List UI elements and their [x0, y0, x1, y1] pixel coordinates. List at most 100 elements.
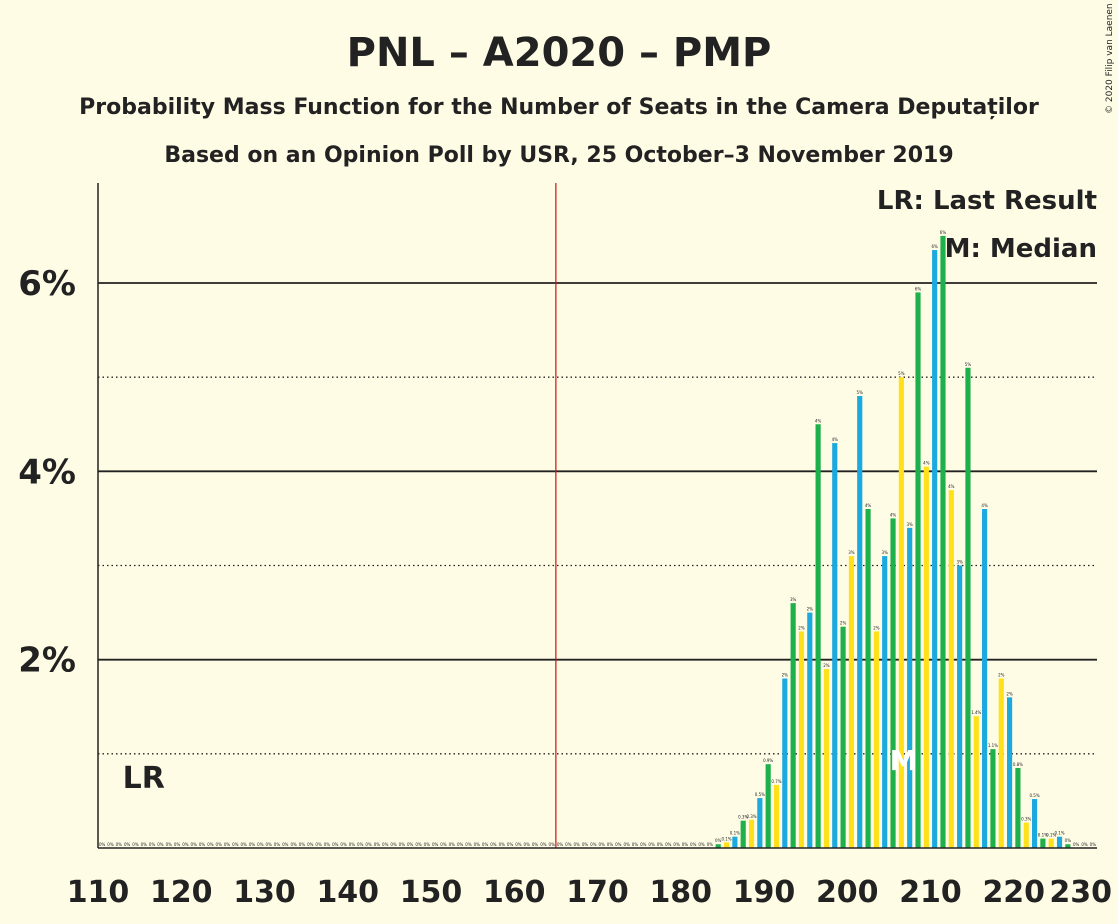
- bar-value-label: 2%: [840, 621, 847, 626]
- bar-value-label: 0%: [524, 842, 531, 847]
- bar: [957, 565, 963, 848]
- x-tick-label: 160: [483, 875, 546, 910]
- bar: [765, 764, 771, 848]
- bar-value-label: 0%: [657, 842, 664, 847]
- bar-value-label: 3%: [848, 550, 855, 555]
- bar-value-label: 0%: [182, 842, 189, 847]
- bar-value-label: 0%: [432, 842, 439, 847]
- bar-value-label: 5%: [857, 390, 864, 395]
- grid-lines: [98, 282, 1097, 755]
- bar-value-label: 0.3%: [1021, 817, 1031, 822]
- bar-value-label: 4%: [832, 437, 839, 442]
- bar-value-label: 0.1%: [1054, 831, 1064, 836]
- bar-value-label: 0%: [1073, 842, 1080, 847]
- bar: [832, 443, 838, 848]
- bar-value-label: 0%: [390, 842, 397, 847]
- bar: [790, 603, 796, 848]
- bar: [898, 377, 904, 848]
- bar: [1056, 836, 1063, 848]
- chart-title: PNL – A2020 – PMP: [347, 30, 772, 76]
- bar-value-label: 0%: [557, 842, 564, 847]
- bar-value-label: 0%: [673, 842, 680, 847]
- bar: [865, 509, 871, 848]
- bar: [798, 631, 805, 848]
- x-tick-label: 210: [899, 875, 962, 910]
- bar-value-label: 2%: [798, 625, 805, 630]
- bar-value-label: 0%: [315, 842, 322, 847]
- bar-value-label: 0%: [299, 842, 306, 847]
- bar-value-label: 5%: [965, 362, 972, 367]
- bar-value-label: 3%: [907, 522, 914, 527]
- bar-value-label: 2%: [823, 663, 830, 668]
- bar-value-label: 0%: [399, 842, 406, 847]
- legend-median: M: Median: [945, 234, 1097, 264]
- bar: [823, 669, 830, 848]
- bar-value-label: 4%: [815, 418, 822, 423]
- bar-value-label: 0%: [340, 842, 347, 847]
- bar-value-label: 0.5%: [1029, 793, 1039, 798]
- bar-value-label: 0%: [1065, 838, 1072, 843]
- bar-value-label: 0%: [132, 842, 139, 847]
- bar-value-label: 4%: [923, 461, 930, 466]
- bar-value-label: 0%: [507, 842, 514, 847]
- bar-value-label: 0.3%: [738, 815, 748, 820]
- median-marker: M: [890, 744, 918, 777]
- bar: [782, 678, 788, 848]
- bar: [882, 556, 888, 848]
- bar: [1040, 838, 1046, 848]
- bar-value-label: 2%: [782, 673, 789, 678]
- bar-labels: 0% 0% 0% 0% 0% 0% 0% 0% 0% 0% 0% 0% 0% 0% 0% 0% 0% 0% 0% 0%…: [99, 230, 1096, 847]
- bar-value-label: 0%: [590, 842, 597, 847]
- bar: [982, 509, 988, 848]
- bar-value-label: 0%: [116, 842, 123, 847]
- bar-value-label: 6%: [940, 230, 947, 235]
- bar-value-label: 2%: [873, 625, 880, 630]
- bar-value-label: 0%: [540, 842, 547, 847]
- bar-value-label: 4%: [890, 512, 897, 517]
- bar-value-label: 0%: [324, 842, 331, 847]
- bar-value-label: 0%: [1081, 842, 1088, 847]
- x-tick-label: 110: [67, 875, 130, 910]
- last-result-marker: LR: [123, 761, 165, 796]
- bar-value-label: 0%: [232, 842, 239, 847]
- bar: [890, 518, 896, 848]
- x-tick-label: 200: [816, 875, 879, 910]
- x-tick-label: 150: [400, 875, 463, 910]
- bar-value-label: 0%: [665, 842, 672, 847]
- bar: [1007, 697, 1013, 848]
- bar: [940, 235, 946, 848]
- y-tick-label: 6%: [18, 264, 76, 304]
- bar: [723, 842, 730, 848]
- chart-subtitle-2: Based on an Opinion Poll by USR, 25 Octo…: [164, 143, 953, 168]
- bar-value-label: 0%: [598, 842, 605, 847]
- bar: [907, 527, 913, 848]
- bar-value-label: 0%: [166, 842, 173, 847]
- bar: [757, 798, 763, 848]
- bar-value-label: 0%: [415, 842, 422, 847]
- bar-value-label: 0.1%: [721, 836, 731, 841]
- bar-value-label: 4%: [948, 484, 955, 489]
- bar-value-label: 0%: [157, 842, 164, 847]
- bar-value-label: 0%: [640, 842, 647, 847]
- bar-value-label: 0%: [574, 842, 581, 847]
- bar-value-label: 0.7%: [771, 779, 781, 784]
- bar: [740, 820, 746, 848]
- bar: [857, 396, 863, 848]
- bar-value-label: 0%: [332, 842, 339, 847]
- bar-value-label: 0%: [99, 842, 106, 847]
- bar: [923, 466, 929, 848]
- bar: [915, 292, 921, 849]
- bar: [748, 819, 755, 848]
- chart-subtitle: Probability Mass Function for the Number…: [79, 95, 1039, 120]
- bar-value-label: 3%: [790, 597, 797, 602]
- bar-value-label: 0.9%: [763, 758, 773, 763]
- bar-value-label: 0.8%: [1013, 762, 1023, 767]
- bar-value-label: 0%: [682, 842, 689, 847]
- bar-value-label: 0%: [199, 842, 206, 847]
- bar-value-label: 0%: [357, 842, 364, 847]
- bar-value-label: 0%: [407, 842, 414, 847]
- bar-value-label: 0.3%: [746, 814, 756, 819]
- x-tick-label: 140: [316, 875, 379, 910]
- bar-value-label: 3%: [956, 560, 963, 565]
